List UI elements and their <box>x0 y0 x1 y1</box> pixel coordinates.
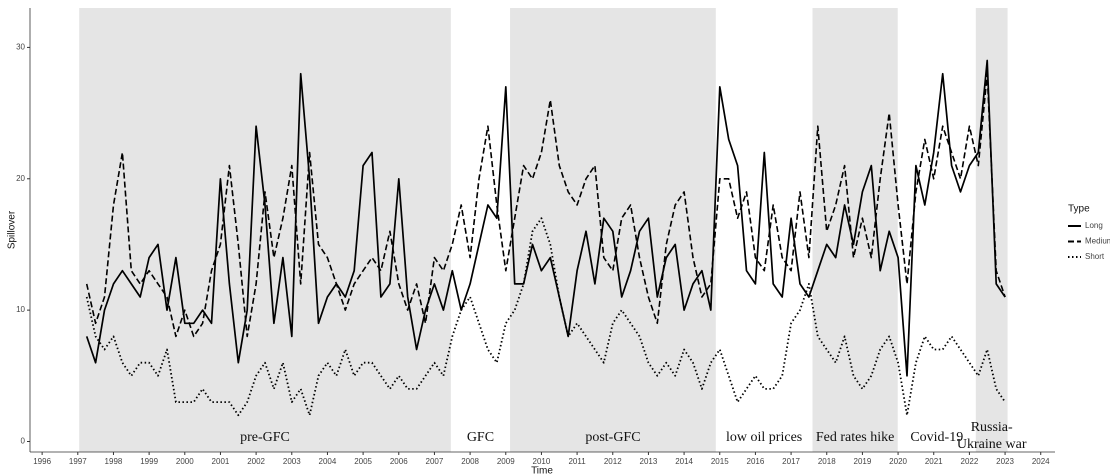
y-tick-label: 20 <box>16 174 25 183</box>
x-tick-label: 2017 <box>782 457 800 466</box>
x-tick-label: 2012 <box>604 457 622 466</box>
x-tick-label: 2015 <box>711 457 729 466</box>
x-tick-label: 2013 <box>640 457 658 466</box>
x-tick-label: 1997 <box>69 457 87 466</box>
x-tick-label: 2001 <box>212 457 230 466</box>
x-tick-label: 2024 <box>1032 457 1050 466</box>
period-label: post-GFC <box>585 430 640 445</box>
legend-label: Medium <box>1085 237 1110 246</box>
period-shade <box>975 8 1008 452</box>
x-tick-label: 2002 <box>247 457 265 466</box>
x-tick-label: 2006 <box>390 457 408 466</box>
x-tick-label: 2003 <box>283 457 301 466</box>
y-tick-label: 30 <box>16 43 25 52</box>
x-tick-label: 2019 <box>854 457 872 466</box>
x-tick-label: 2021 <box>925 457 943 466</box>
period-label: Covid-19 <box>910 430 963 445</box>
legend-label: Long <box>1085 221 1103 230</box>
x-tick-label: 1996 <box>33 457 51 466</box>
x-tick-label: 2014 <box>675 457 693 466</box>
x-axis-label: Time <box>531 466 553 476</box>
period-label: Ukraine war <box>957 437 1027 452</box>
x-tick-label: 2018 <box>818 457 836 466</box>
x-tick-label: 2023 <box>996 457 1014 466</box>
x-tick-label: 2009 <box>497 457 515 466</box>
y-tick-label: 0 <box>21 437 26 446</box>
x-tick-label: 2000 <box>176 457 194 466</box>
x-tick-label: 2022 <box>961 457 979 466</box>
period-label: Russia- <box>971 420 1013 435</box>
legend-label: Short <box>1085 252 1105 261</box>
period-shade <box>79 8 451 452</box>
y-tick-label: 10 <box>16 305 25 314</box>
period-label: GFC <box>467 430 494 445</box>
period-label: low oil prices <box>726 430 802 445</box>
x-tick-label: 1999 <box>140 457 158 466</box>
y-axis-label: Spillover <box>7 210 18 249</box>
x-tick-label: 2004 <box>319 457 337 466</box>
x-tick-label: 2016 <box>747 457 765 466</box>
x-tick-label: 2011 <box>568 457 586 466</box>
x-tick-label: 2020 <box>889 457 907 466</box>
x-tick-label: 2007 <box>426 457 444 466</box>
x-tick-label: 2005 <box>354 457 372 466</box>
x-tick-label: 2010 <box>533 457 551 466</box>
x-tick-label: 2008 <box>461 457 479 466</box>
x-tick-label: 1998 <box>105 457 123 466</box>
period-label: Fed rates hike <box>816 430 895 445</box>
period-label: pre-GFC <box>240 430 290 445</box>
legend-title: Type <box>1068 204 1090 215</box>
